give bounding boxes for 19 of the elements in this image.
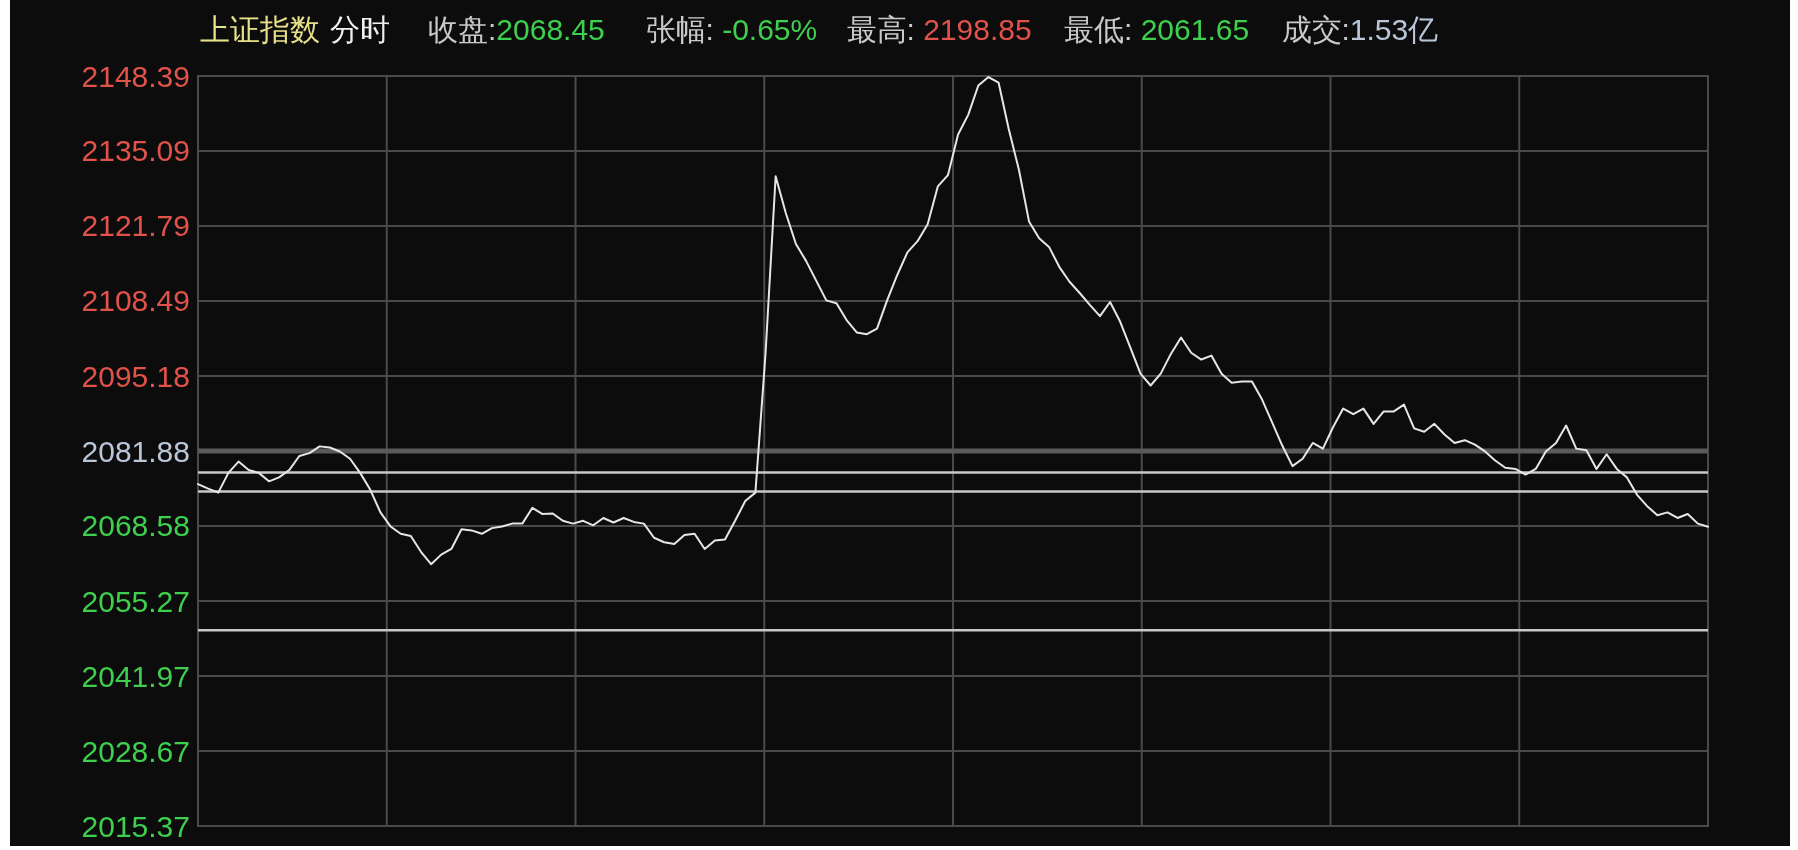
y-tick-label: 2081.88 <box>81 434 190 468</box>
y-tick-label: 2121.79 <box>81 209 190 243</box>
y-tick-label: 2108.49 <box>81 284 190 318</box>
y-tick-label: 2068.58 <box>81 509 190 543</box>
y-tick-label: 2148.39 <box>81 59 190 93</box>
chart-subtitle: 分时 <box>330 13 390 46</box>
text: 最低: 2061.65 <box>1064 13 1250 46</box>
y-tick-label: 2095.18 <box>81 359 190 393</box>
chart-title: 上证指数 <box>200 13 320 46</box>
y-tick-label: 2028.67 <box>81 734 190 768</box>
text: 成交:1.53亿 <box>1281 13 1439 46</box>
y-tick-label: 2015.37 <box>81 809 190 843</box>
text: 收盘:2068.45 <box>428 13 605 46</box>
y-tick-label: 2041.97 <box>81 659 190 693</box>
line-series <box>197 76 1709 566</box>
y-tick-label: 2055.27 <box>81 584 190 618</box>
y-tick-label: 2135.09 <box>81 134 190 168</box>
text: 张幅: -0.65% <box>645 13 818 46</box>
text: 最高: 2198.85 <box>846 13 1032 46</box>
